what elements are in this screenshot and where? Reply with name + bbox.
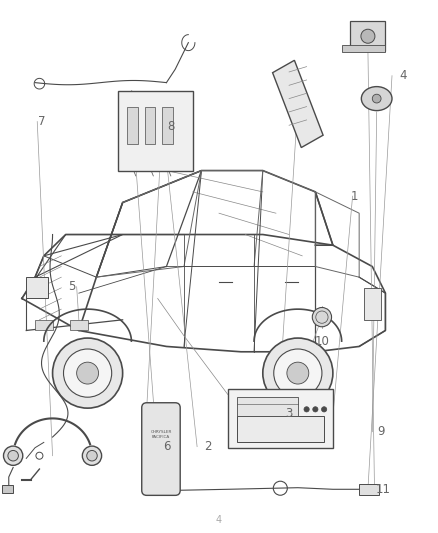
Text: 3: 3 bbox=[286, 407, 293, 419]
Circle shape bbox=[64, 349, 112, 397]
FancyBboxPatch shape bbox=[142, 403, 180, 495]
Text: 8: 8 bbox=[167, 120, 174, 133]
Text: 1: 1 bbox=[351, 190, 359, 203]
Ellipse shape bbox=[361, 86, 392, 111]
Circle shape bbox=[287, 362, 309, 384]
Circle shape bbox=[8, 450, 18, 461]
Bar bbox=[127, 107, 138, 144]
Bar bbox=[237, 416, 324, 442]
Text: 7: 7 bbox=[38, 115, 46, 128]
Bar bbox=[342, 45, 385, 52]
Circle shape bbox=[321, 407, 327, 412]
Circle shape bbox=[77, 362, 99, 384]
Text: 10: 10 bbox=[314, 335, 329, 348]
Text: CHRYSLER
PACIFICA: CHRYSLER PACIFICA bbox=[150, 430, 172, 439]
Bar bbox=[359, 484, 379, 495]
Bar bbox=[35, 320, 53, 330]
Bar bbox=[364, 288, 381, 320]
Circle shape bbox=[274, 349, 322, 397]
Bar bbox=[118, 91, 193, 171]
Text: 5: 5 bbox=[69, 280, 76, 293]
Bar bbox=[2, 485, 13, 493]
Circle shape bbox=[263, 338, 333, 408]
Text: 2: 2 bbox=[204, 440, 212, 453]
Circle shape bbox=[313, 407, 318, 412]
Circle shape bbox=[372, 94, 381, 103]
Bar bbox=[350, 21, 385, 51]
Bar bbox=[70, 320, 88, 330]
Text: 4: 4 bbox=[399, 69, 407, 82]
Circle shape bbox=[53, 338, 123, 408]
Text: 6: 6 bbox=[162, 440, 170, 453]
Text: 11: 11 bbox=[376, 483, 391, 496]
Circle shape bbox=[82, 446, 102, 465]
Circle shape bbox=[304, 407, 309, 412]
Bar bbox=[26, 277, 48, 298]
Text: 4: 4 bbox=[216, 515, 222, 525]
Circle shape bbox=[4, 446, 23, 465]
Bar bbox=[228, 389, 333, 448]
Text: 9: 9 bbox=[377, 425, 385, 438]
Circle shape bbox=[312, 308, 332, 327]
Polygon shape bbox=[272, 60, 323, 148]
Bar bbox=[237, 397, 298, 416]
Circle shape bbox=[87, 450, 97, 461]
Circle shape bbox=[361, 29, 375, 43]
Bar bbox=[145, 107, 155, 144]
Bar bbox=[162, 107, 173, 144]
